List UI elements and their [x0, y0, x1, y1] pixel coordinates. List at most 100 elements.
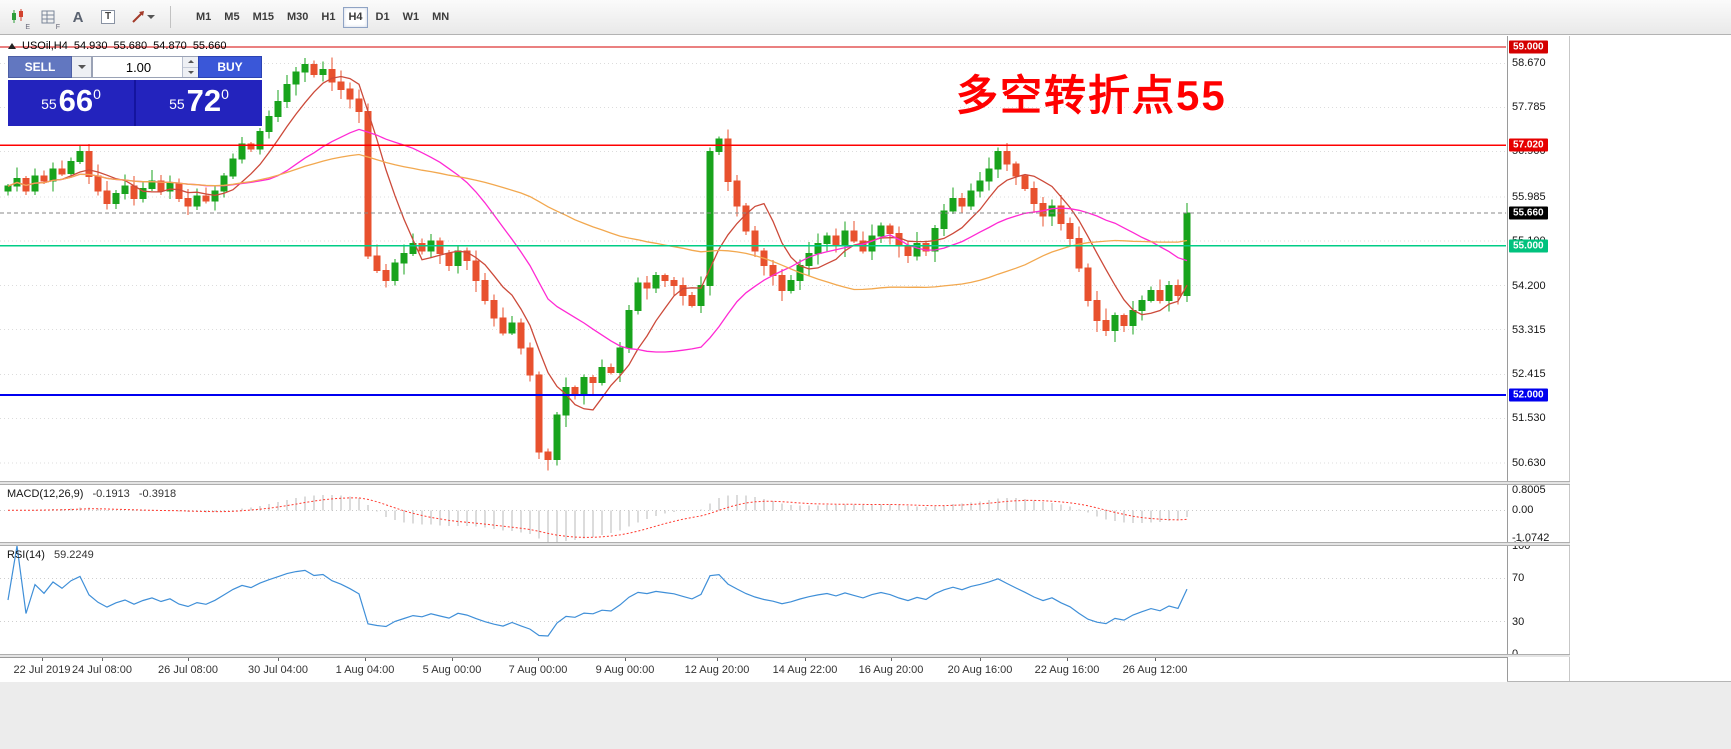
time-tick	[891, 658, 892, 661]
price-label: 54.200	[1512, 279, 1546, 292]
chart-window-sub: E	[25, 24, 30, 31]
macd-name: MACD(12,26,9)	[7, 488, 84, 500]
price-label: 30	[1512, 615, 1525, 628]
toolbar-separator	[170, 6, 171, 28]
time-tick	[717, 658, 718, 661]
panel-separator-rsi[interactable]	[0, 542, 1570, 546]
time-label: 5 Aug 00:00	[422, 664, 482, 676]
rsi-name: RSI(14)	[7, 549, 45, 561]
time-tick	[1067, 658, 1068, 661]
time-label: 9 Aug 00:00	[595, 664, 655, 676]
chevron-up-icon	[187, 60, 194, 64]
macd-label: MACD(12,26,9) -0.1913 -0.3918	[7, 488, 176, 500]
symbol-marker-icon	[8, 43, 16, 49]
timeframe-m15[interactable]: M15	[252, 11, 274, 23]
volume-input[interactable]	[93, 57, 198, 77]
bid-pips: 66	[58, 83, 94, 118]
order-type-dropdown[interactable]	[72, 56, 92, 78]
timeframe-d1[interactable]: D1	[375, 11, 390, 23]
price-badge: 52.000	[1509, 388, 1548, 402]
time-tick	[188, 658, 189, 661]
price-badge: 59.000	[1509, 40, 1548, 54]
price-label: 0.8005	[1512, 484, 1546, 497]
time-label: 1 Aug 04:00	[335, 664, 395, 676]
price-label: 0.00	[1512, 504, 1534, 517]
panel-separator-time	[0, 654, 1570, 657]
time-tick	[1155, 658, 1156, 661]
time-tick	[980, 658, 981, 661]
sell-button[interactable]: SELL	[8, 56, 72, 78]
time-tick	[538, 658, 539, 661]
font-icon[interactable]: A	[72, 8, 84, 26]
quote-open: 54.930	[73, 40, 108, 52]
timeframe-mn[interactable]: MN	[432, 11, 450, 23]
price-label: 55.985	[1512, 190, 1546, 203]
one-click-trading: SELL BUY 55 66 0 55 72 0	[8, 56, 262, 126]
chevron-down-icon	[147, 15, 155, 19]
time-label: 22 Jul 2019	[13, 664, 71, 676]
price-badge: 55.000	[1509, 239, 1548, 253]
time-tick	[42, 658, 43, 661]
price-label: 52.415	[1512, 368, 1546, 381]
symbol-period: USOil,H4	[22, 40, 68, 52]
timeframe-m5[interactable]: M5	[224, 11, 240, 23]
time-label: 26 Aug 12:00	[1122, 664, 1188, 676]
quote-low: 54.870	[153, 40, 187, 52]
panel-separator-macd[interactable]	[0, 481, 1570, 485]
time-tick	[278, 658, 279, 661]
quote-high: 55.680	[113, 40, 148, 52]
timeframe-group: M1 M5 M15 M30 H1 H4 D1 W1 MN	[191, 6, 454, 28]
time-tick	[102, 658, 103, 661]
bid-point: 0	[93, 86, 101, 102]
quote-header: USOil,H4 54.930 55.680 54.870 55.660	[8, 40, 226, 52]
status-area	[0, 681, 1731, 749]
quote-close: 55.660	[192, 40, 227, 52]
candlestick-glyph	[12, 9, 23, 23]
price-badge: 55.660	[1509, 206, 1548, 220]
grid-glyph	[41, 10, 54, 23]
time-label: 24 Jul 08:00	[72, 664, 132, 676]
rsi-panel[interactable]	[0, 546, 1506, 654]
volume-spinner	[182, 57, 198, 77]
volume-increase-button[interactable]	[183, 57, 198, 68]
main-chart[interactable]	[0, 36, 1506, 481]
ask-price-button[interactable]: 55 72 0	[136, 80, 262, 126]
timeframe-w1[interactable]: W1	[402, 11, 420, 23]
ask-pips: 72	[186, 83, 222, 118]
price-label: 57.785	[1512, 101, 1546, 114]
volume-decrease-button[interactable]	[183, 67, 198, 77]
ask-whole: 55	[169, 96, 185, 112]
arrow-glyph	[132, 11, 144, 23]
rsi-value: 59.2249	[53, 549, 94, 561]
price-label: -1.0742	[1512, 531, 1550, 544]
toolbar: E F A T M1 M5 M15 M30 H1 H4 D1 W1 MN	[0, 0, 1731, 35]
time-tick	[805, 658, 806, 661]
timeframe-h1[interactable]: H1	[321, 11, 336, 23]
bid-whole: 55	[41, 96, 57, 112]
macd-panel[interactable]	[0, 485, 1506, 542]
price-label: 70	[1512, 572, 1525, 585]
profile-icon[interactable]: F	[34, 3, 62, 31]
rsi-label: RSI(14) 59.2249	[7, 549, 94, 561]
chart-window-icon[interactable]: E	[4, 3, 32, 31]
timeframe-h4[interactable]: H4	[343, 6, 368, 28]
price-axis[interactable]: 58.67057.78556.90055.98555.10054.20053.3…	[1507, 36, 1570, 681]
time-label: 22 Aug 16:00	[1034, 664, 1100, 676]
time-tick	[625, 658, 626, 661]
ask-point: 0	[221, 86, 229, 102]
time-label: 26 Jul 08:00	[158, 664, 218, 676]
bid-price-button[interactable]: 55 66 0	[8, 80, 136, 126]
price-label: 50.630	[1512, 457, 1546, 470]
drawing-tools-icon[interactable]	[124, 3, 162, 31]
timeframe-m1[interactable]: M1	[196, 11, 212, 23]
time-label: 12 Aug 20:00	[684, 664, 750, 676]
price-label: 53.315	[1512, 323, 1546, 336]
buy-button[interactable]: BUY	[198, 56, 262, 78]
macd-signal-value: -0.3918	[138, 488, 177, 500]
time-label: 16 Aug 20:00	[858, 664, 924, 676]
time-axis[interactable]: 22 Jul 2019 24 Jul 08:00 26 Jul 08:00 30 Ju…	[0, 657, 1507, 682]
chart-window: 22 Jul 2019 24 Jul 08:00 26 Jul 08:00 30 Ju…	[0, 36, 1570, 682]
bid-ask-panel: 55 66 0 55 72 0	[8, 80, 262, 126]
timeframe-m30[interactable]: M30	[286, 11, 309, 23]
text-label-icon[interactable]: T	[94, 3, 122, 31]
